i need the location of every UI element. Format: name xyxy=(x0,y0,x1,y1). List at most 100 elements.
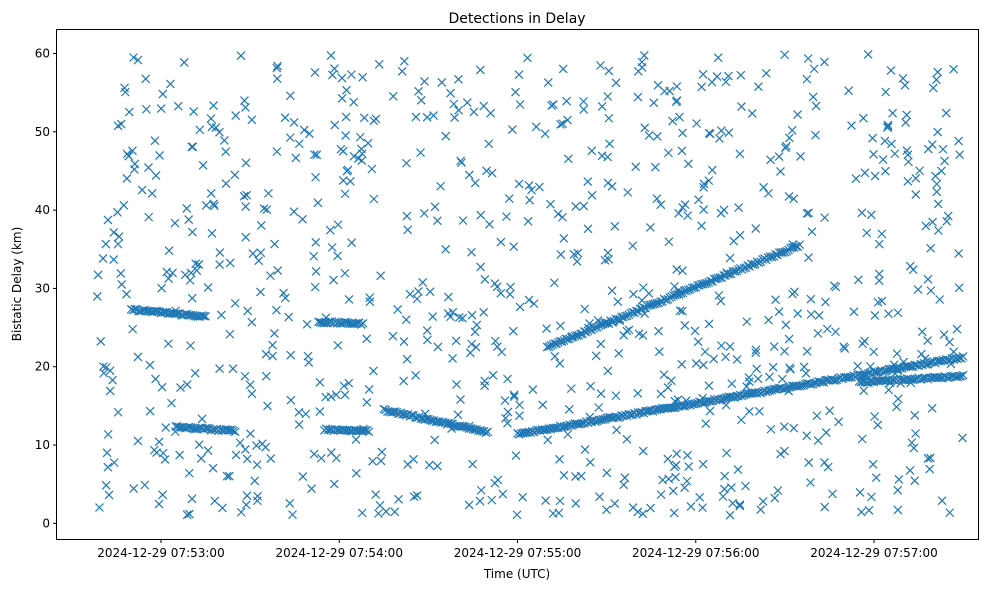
data-point xyxy=(796,152,805,161)
data-point xyxy=(911,190,921,199)
data-point xyxy=(527,426,537,436)
data-point xyxy=(656,200,666,210)
data-point xyxy=(726,483,736,492)
data-point xyxy=(721,77,731,87)
data-point xyxy=(539,425,548,435)
data-point xyxy=(610,499,620,509)
data-point xyxy=(712,72,722,81)
data-point xyxy=(288,510,297,520)
y-axis-ticks: 0 10 20 30 40 50 60 xyxy=(35,46,57,530)
data-point xyxy=(620,473,630,483)
data-point xyxy=(365,297,375,307)
data-point xyxy=(345,176,355,186)
data-point xyxy=(534,182,544,192)
data-point xyxy=(562,96,571,106)
data-point xyxy=(488,370,498,380)
data-point xyxy=(397,66,407,76)
data-point xyxy=(190,368,200,378)
data-point xyxy=(868,133,878,143)
data-point xyxy=(683,211,693,221)
data-point xyxy=(675,112,684,122)
data-point xyxy=(954,249,964,258)
data-point xyxy=(678,128,687,138)
data-point xyxy=(633,388,643,398)
y-tick-label: 10 xyxy=(35,438,50,452)
data-point xyxy=(870,412,880,421)
y-tick-label: 0 xyxy=(42,516,50,530)
data-point xyxy=(501,413,510,423)
data-point xyxy=(441,131,451,141)
data-point xyxy=(650,162,660,172)
data-point xyxy=(931,171,940,181)
data-point xyxy=(443,292,453,302)
data-point xyxy=(720,471,730,481)
data-point xyxy=(422,326,432,335)
data-point xyxy=(151,374,160,384)
data-point xyxy=(784,334,794,344)
data-point xyxy=(368,366,378,376)
data-point xyxy=(369,194,379,204)
data-point xyxy=(340,189,350,199)
data-point xyxy=(245,429,255,439)
data-point xyxy=(381,507,391,516)
data-point xyxy=(626,308,636,318)
data-point xyxy=(887,139,896,149)
data-point xyxy=(286,350,296,360)
data-point xyxy=(402,211,412,221)
data-point xyxy=(310,150,319,160)
data-point xyxy=(241,202,251,212)
data-point xyxy=(683,159,693,169)
data-point xyxy=(105,366,115,376)
data-point xyxy=(923,453,933,463)
data-point xyxy=(591,351,601,361)
data-point xyxy=(298,214,307,224)
data-point xyxy=(751,348,761,358)
data-point xyxy=(453,74,463,84)
data-point xyxy=(564,404,574,414)
data-point xyxy=(905,466,915,475)
data-point xyxy=(801,368,811,378)
data-point xyxy=(514,411,524,421)
data-point xyxy=(602,505,611,515)
data-point xyxy=(639,50,649,60)
data-point xyxy=(624,409,634,419)
y-tick-label: 20 xyxy=(35,360,50,374)
data-point xyxy=(225,425,235,435)
data-point xyxy=(752,364,762,374)
data-point xyxy=(144,212,154,222)
data-point xyxy=(699,179,709,189)
data-point xyxy=(857,208,867,218)
data-point xyxy=(933,67,943,77)
data-point xyxy=(815,377,825,387)
data-point xyxy=(351,468,361,478)
data-point xyxy=(285,91,295,101)
data-point xyxy=(468,459,478,469)
data-point xyxy=(721,400,731,410)
data-point xyxy=(884,385,894,395)
data-point xyxy=(256,287,265,297)
data-point xyxy=(486,108,496,118)
data-point xyxy=(215,248,225,257)
data-point xyxy=(402,354,412,364)
data-point xyxy=(358,318,368,328)
data-point xyxy=(917,349,926,359)
data-point xyxy=(327,242,337,252)
data-point xyxy=(240,371,250,381)
data-point xyxy=(828,375,838,385)
data-point xyxy=(954,136,964,146)
data-point xyxy=(579,201,589,211)
data-point xyxy=(585,457,595,467)
data-point xyxy=(774,152,784,162)
data-point xyxy=(128,324,138,334)
data-point xyxy=(668,116,678,126)
data-point xyxy=(795,240,805,250)
data-point xyxy=(490,336,500,346)
data-point xyxy=(195,125,205,135)
data-point xyxy=(141,104,151,114)
data-point xyxy=(309,449,319,459)
data-point xyxy=(285,133,295,143)
data-point xyxy=(704,396,714,406)
data-point xyxy=(949,64,959,74)
data-point xyxy=(117,280,127,289)
